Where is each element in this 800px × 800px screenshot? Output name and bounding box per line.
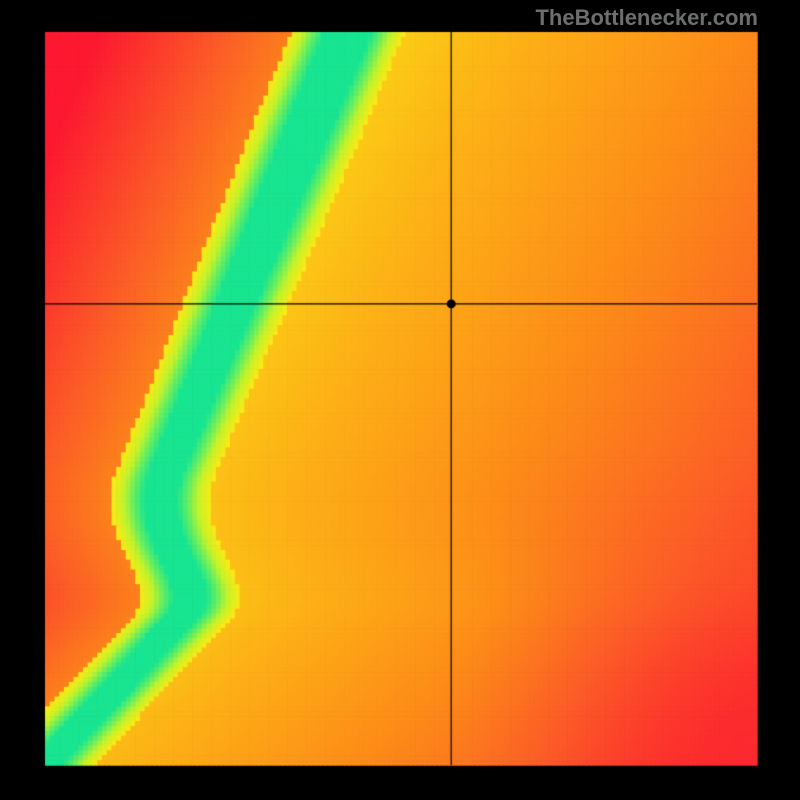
bottleneck-heatmap xyxy=(0,0,800,800)
watermark-text: TheBottlenecker.com xyxy=(535,5,758,31)
